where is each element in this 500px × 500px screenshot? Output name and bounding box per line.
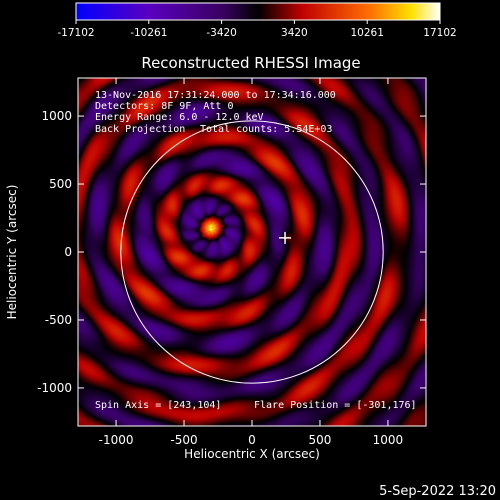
chart-title: Reconstructed RHESSI Image [141,54,360,72]
colorbar-tick-label: -10261 [130,27,167,39]
x-tick-label: 1000 [373,433,404,447]
y-tick-label: 500 [49,177,72,191]
colorbar-tick-label: 10261 [350,27,383,39]
colorbar-tick-label: -17102 [57,27,94,39]
x-tick-label: -500 [170,433,197,447]
colorbar-ticks: -17102 -10261 -3420 3420 10261 17102 [57,20,457,39]
spin-axis-label: Spin Axis = [243,104] [95,400,221,411]
time-range-label: 13-Nov-2016 17:31:24.000 to 17:34:16.000 [95,90,336,101]
x-tick-label: 0 [248,433,256,447]
detectors-label: Detectors: 8F 9F, Att 0 [95,101,233,112]
solar-limb-circle [120,120,384,384]
axis-ticks: -1000 -500 0 500 1000 1000 500 0 -500 -1000 [37,78,426,447]
x-tick-label: 500 [309,433,332,447]
flare-position-marker [279,231,292,244]
colorbar-tick-label: -3420 [206,27,237,39]
x-tick-label: -1000 [99,433,134,447]
x-axis-label: Heliocentric X (arcsec) [184,447,320,461]
colorbar-tick-label: 17102 [423,27,456,39]
y-axis-label: Heliocentric Y (arcsec) [5,185,19,320]
method-label: Back Projection [95,124,185,135]
energy-range-label: Energy Range: 6.0 - 12.0 keV [95,112,264,123]
y-tick-label: -1000 [37,381,72,395]
heatmap-image [78,78,426,426]
y-tick-label: 1000 [41,109,72,123]
colorbar [75,2,441,21]
colorbar-tick-label: 3420 [281,27,308,39]
flare-position-label: Flare Position = [-301,176] [254,400,417,411]
total-counts-label: Total counts: 5.54E+03 [200,124,332,135]
plot-timestamp: 5-Sep-2022 13:20 [379,484,496,499]
y-tick-label: -500 [45,313,72,327]
y-tick-label: 0 [64,245,72,259]
